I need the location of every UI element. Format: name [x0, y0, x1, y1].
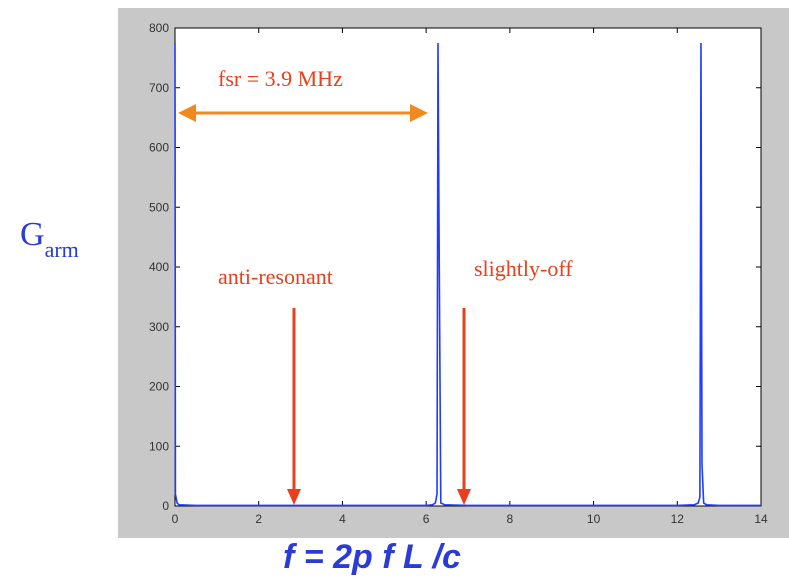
- x-tick-label: 6: [423, 512, 430, 526]
- y-tick-label: 500: [149, 200, 169, 214]
- x-tick-label: 0: [172, 512, 179, 526]
- tick-labels: 0 2 4 6 8 10 12 14 0 100 200 300 400 500 600 700 800: [149, 21, 768, 526]
- x-tick-label: 14: [754, 512, 768, 526]
- x-tick-label: 4: [339, 512, 346, 526]
- y-tick-label: 0: [162, 499, 169, 513]
- x-tick-label: 2: [255, 512, 262, 526]
- y-tick-label: 700: [149, 81, 169, 95]
- x-tick-label: 8: [507, 512, 514, 526]
- anti-resonant-arrow-head: [287, 489, 301, 505]
- x-tick-label: 12: [671, 512, 685, 526]
- y-tick-label: 200: [149, 380, 169, 394]
- x-tick-label: 10: [587, 512, 601, 526]
- plot-area: [174, 27, 762, 507]
- y-axis-label-sub: arm: [45, 237, 79, 262]
- y-axis-label-main: G: [20, 216, 45, 253]
- y-tick-label: 100: [149, 439, 169, 453]
- y-tick-label: 600: [149, 141, 169, 155]
- fsr-arrow-right-head: [410, 104, 428, 122]
- y-tick-label: 300: [149, 320, 169, 334]
- fsr-annotation: fsr = 3.9 MHz: [218, 66, 343, 91]
- slightly-off-arrow-head: [457, 489, 471, 505]
- slightly-off-annotation: slightly-off: [474, 256, 573, 281]
- series-line: [174, 42, 761, 507]
- y-tick-label: 400: [149, 260, 169, 274]
- y-axis-label: Garm: [20, 216, 79, 262]
- fsr-arrow-left-head: [178, 104, 196, 122]
- y-tick-label: 800: [149, 21, 169, 35]
- x-axis-label: f = 2p f L /c: [283, 538, 461, 576]
- anti-resonant-annotation: anti-resonant: [218, 264, 333, 289]
